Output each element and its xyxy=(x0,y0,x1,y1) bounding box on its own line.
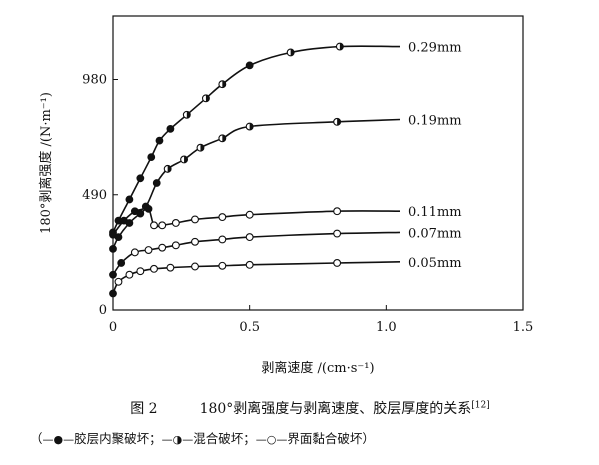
series-label: 0.19mm xyxy=(408,113,462,128)
series-label: 0.05mm xyxy=(408,256,462,271)
half-circle-fill xyxy=(200,144,204,152)
y-tick-label: 490 xyxy=(82,188,107,203)
x-axis-ticks: 0 0.5 1.0 1.5 xyxy=(109,305,533,335)
data-point-open xyxy=(218,235,227,244)
x-tick-label: 1.0 xyxy=(376,320,397,335)
series-label: 0.07mm xyxy=(408,226,462,241)
data-point-filled xyxy=(136,174,145,183)
data-point-filled xyxy=(155,136,164,145)
data-point-filled xyxy=(152,179,161,187)
marker-legend: （—●—胶层内聚破坏；—◑—混合破坏；—○—界面黏合破坏） xyxy=(30,428,590,447)
data-point-open xyxy=(191,262,199,271)
series-0.11mm: 0.11mm xyxy=(109,204,462,253)
data-point-half xyxy=(163,164,172,173)
legend-cohesive-label: 胶层内聚破坏； xyxy=(74,431,162,446)
half-circle-fill xyxy=(186,111,191,119)
data-point-half xyxy=(196,143,205,152)
series-label: 0.11mm xyxy=(408,205,462,220)
data-point-filled xyxy=(166,124,175,133)
data-point-half xyxy=(182,110,191,119)
data-point-filled xyxy=(144,204,153,213)
y-tick-label: 0 xyxy=(99,303,107,318)
y-tick-label: 980 xyxy=(82,73,107,88)
legend-interface-label: 界面黏合破坏） xyxy=(287,431,375,446)
half-circle-fill xyxy=(205,94,210,102)
data-point-half xyxy=(335,42,344,51)
data-point-half xyxy=(333,117,342,126)
y-axis-label: 180°剥离强度 /(N·m⁻¹) xyxy=(38,92,54,234)
data-point-open xyxy=(333,207,342,216)
peel-strength-chart: 0 0.5 1.0 1.5 0 490 980 0.29mm 0.19mm 0.11mm 0.0… xyxy=(38,15,533,376)
series-layer: 0.29mm 0.19mm 0.11mm 0.07mm 0.05mm xyxy=(109,41,462,298)
data-point-half xyxy=(218,80,227,89)
data-point-open xyxy=(171,241,180,250)
series-0.07mm: 0.07mm xyxy=(109,226,462,279)
data-point-open xyxy=(245,210,254,219)
x-tick-label: 0 xyxy=(109,320,117,335)
data-point-open xyxy=(191,237,199,246)
half-circle-fill xyxy=(222,80,226,88)
figure-title: 180°剥离强度与剥离速度、胶层厚度的关系 xyxy=(199,401,472,417)
open-circle-icon: —○— xyxy=(255,433,288,446)
data-point-filled xyxy=(109,270,117,279)
data-point-open xyxy=(218,261,227,270)
data-point-open xyxy=(245,233,254,242)
half-circle-fill xyxy=(290,49,295,56)
x-tick-label: 1.5 xyxy=(513,320,534,335)
half-circle-fill xyxy=(339,43,344,50)
data-point-open xyxy=(171,219,180,227)
figure-reference: [12] xyxy=(471,400,490,411)
data-point-open xyxy=(166,263,175,272)
series-line xyxy=(112,118,401,236)
data-point-open xyxy=(150,264,158,273)
series-0.05mm: 0.05mm xyxy=(109,256,462,298)
data-point-filled xyxy=(245,61,254,70)
half-circle-fill xyxy=(337,118,341,126)
data-point-open xyxy=(125,270,134,279)
series-label: 0.29mm xyxy=(408,41,462,56)
legend-mixed-label: 混合破坏； xyxy=(193,431,256,446)
half-circle-fill xyxy=(167,165,172,173)
data-point-filled xyxy=(117,259,126,267)
data-point-half xyxy=(218,134,227,143)
data-point-half xyxy=(180,155,189,164)
data-point-filled xyxy=(109,244,117,253)
data-point-filled xyxy=(114,233,123,241)
legend-open-paren: （ xyxy=(30,431,43,446)
data-point-half xyxy=(286,48,295,57)
data-point-open xyxy=(136,267,145,276)
data-point-filled xyxy=(136,209,145,218)
y-axis-ticks: 0 490 980 xyxy=(82,73,118,318)
data-point-open xyxy=(191,215,199,224)
x-axis-label: 剥离速度 /(cm·s⁻¹) xyxy=(261,360,374,376)
data-point-half xyxy=(245,122,254,131)
data-point-open xyxy=(245,260,254,269)
plot-frame xyxy=(112,15,524,311)
half-circle-icon: —◑— xyxy=(161,433,194,446)
data-point-open xyxy=(158,243,167,252)
data-point-open xyxy=(130,248,139,257)
data-point-filled xyxy=(147,153,156,162)
figure-caption: 图 2 180°剥离强度与剥离速度、胶层厚度的关系[12] xyxy=(40,398,580,418)
data-point-half xyxy=(201,94,210,103)
series-0.19mm: 0.19mm xyxy=(109,113,462,239)
data-point-open xyxy=(218,213,227,222)
data-point-open xyxy=(114,277,123,286)
half-circle-fill xyxy=(249,123,254,130)
data-point-open xyxy=(158,221,167,230)
series-0.29mm: 0.29mm xyxy=(109,41,462,237)
figure-label: 图 2 xyxy=(130,401,158,417)
filled-circle-icon: —●— xyxy=(42,433,75,446)
data-point-open xyxy=(333,229,342,238)
data-point-open xyxy=(144,246,153,254)
half-circle-fill xyxy=(184,156,188,163)
data-point-filled xyxy=(125,219,134,227)
data-point-filled xyxy=(125,195,134,204)
data-point-open xyxy=(150,221,158,230)
data-point-open xyxy=(333,259,342,267)
half-circle-fill xyxy=(222,134,226,142)
x-tick-label: 0.5 xyxy=(239,320,260,335)
data-point-filled xyxy=(109,289,117,298)
